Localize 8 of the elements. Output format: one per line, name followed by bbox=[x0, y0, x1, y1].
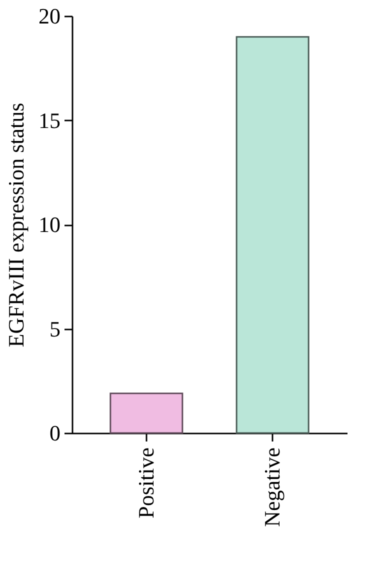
x-tick-label: Positive bbox=[133, 448, 158, 518]
y-tick-label: 5 bbox=[50, 316, 60, 342]
y-tick-label: 0 bbox=[50, 420, 60, 446]
y-tick-label: 15 bbox=[38, 108, 60, 133]
y-tick-label: 20 bbox=[38, 4, 60, 28]
y-tick-label: 10 bbox=[38, 212, 60, 237]
y-axis-title: EGFRvIII expression status bbox=[4, 102, 28, 348]
x-tick-label: Negative bbox=[260, 448, 285, 527]
